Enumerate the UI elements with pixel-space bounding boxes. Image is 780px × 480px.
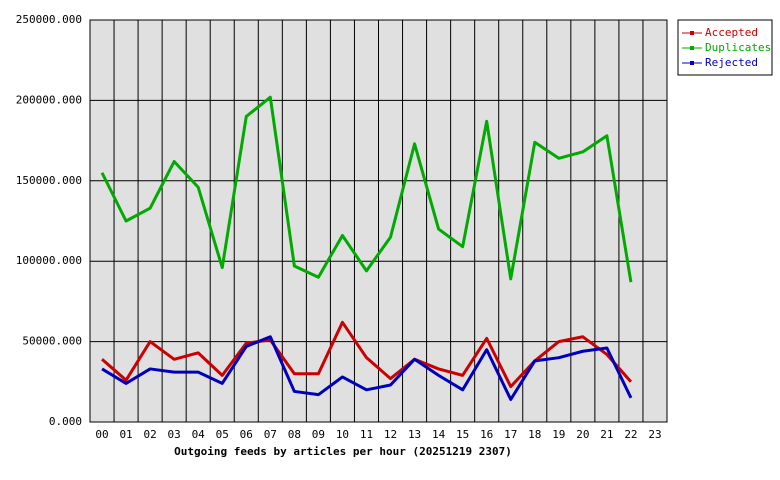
x-tick-label: 04 — [192, 428, 206, 441]
series-line — [101, 320, 633, 389]
x-tick-label: 13 — [408, 428, 421, 441]
x-tick-label: 02 — [143, 428, 156, 441]
x-tick-label: 12 — [384, 428, 397, 441]
x-tick-label: 19 — [552, 428, 565, 441]
x-tick-label: 11 — [360, 428, 373, 441]
legend-marker — [690, 61, 694, 65]
x-tick-label: 17 — [504, 428, 517, 441]
x-tick-label: 07 — [264, 428, 277, 441]
x-tick-label: 23 — [648, 428, 661, 441]
legend-label: Duplicates — [705, 41, 771, 54]
legend-marker — [690, 46, 694, 50]
x-tick-label: 01 — [119, 428, 132, 441]
legend-label: Rejected — [705, 56, 758, 69]
legend-label: Accepted — [705, 26, 758, 39]
legend-marker — [690, 31, 694, 35]
x-tick-label: 22 — [624, 428, 637, 441]
x-tick-label: 18 — [528, 428, 541, 441]
x-tick-label: 03 — [168, 428, 181, 441]
x-tick-label: 16 — [480, 428, 493, 441]
chart-title: Outgoing feeds by articles per hour (202… — [174, 445, 512, 458]
x-tick-label: 06 — [240, 428, 253, 441]
series-line — [101, 335, 633, 401]
x-tick-label: 08 — [288, 428, 301, 441]
x-tick-label: 05 — [216, 428, 229, 441]
x-tick-label: 20 — [576, 428, 589, 441]
y-tick-label: 200000.000 — [16, 93, 82, 106]
series-line — [100, 95, 633, 283]
x-tick-label: 14 — [432, 428, 446, 441]
x-tick-label: 00 — [95, 428, 108, 441]
y-tick-label: 250000.000 — [16, 13, 82, 26]
y-tick-label: 150000.000 — [16, 174, 82, 187]
y-tick-label: 100000.000 — [16, 254, 82, 267]
x-tick-label: 21 — [600, 428, 613, 441]
x-tick-label: 10 — [336, 428, 349, 441]
x-tick-label: 09 — [312, 428, 325, 441]
x-tick-label: 15 — [456, 428, 469, 441]
y-tick-label: 50000.000 — [22, 335, 82, 348]
y-tick-label: 0.000 — [49, 415, 82, 428]
